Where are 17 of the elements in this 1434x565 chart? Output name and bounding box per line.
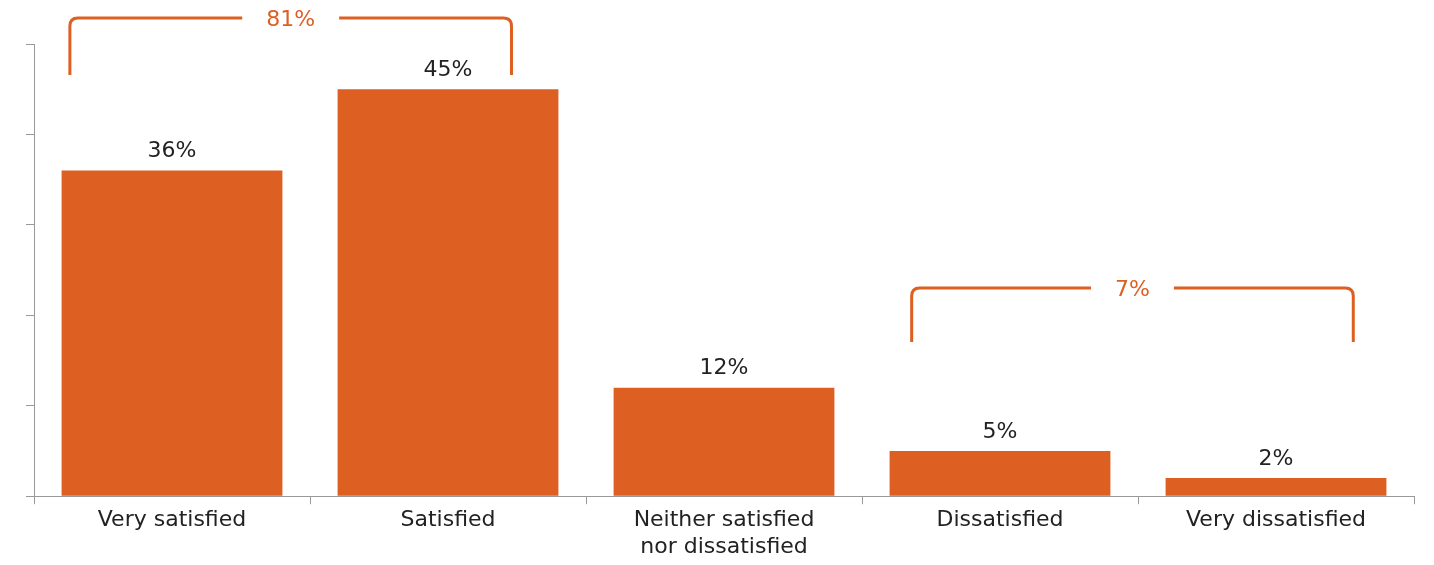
x-tick-label: Very satisfied — [97, 506, 247, 532]
bar — [889, 450, 1111, 496]
text: 81% — [266, 5, 316, 31]
data-label: 36% — [147, 137, 197, 163]
bar — [337, 89, 559, 496]
bar — [1165, 478, 1387, 496]
data-label: 5% — [982, 417, 1018, 443]
x-tick-label: Very dissatisfied — [1186, 506, 1366, 532]
x-tick-label: Neither satisfied nor dissatisfied — [633, 506, 815, 558]
bar — [613, 387, 835, 496]
x-tick-label: Dissatisfied — [936, 506, 1064, 532]
data-label: 12% — [699, 354, 749, 380]
bar — [61, 170, 283, 496]
annotation: 7% — [1115, 275, 1150, 301]
x-tick-label: Satisfied — [400, 506, 496, 532]
data-label: 2% — [1258, 444, 1294, 470]
data-label: 45% — [423, 55, 473, 81]
